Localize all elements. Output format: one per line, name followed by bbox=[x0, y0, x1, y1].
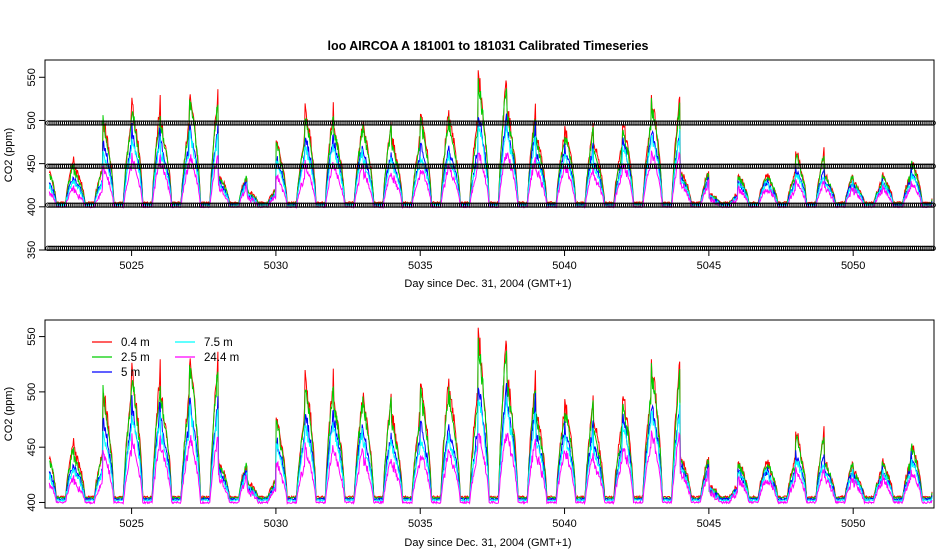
calibration-point bbox=[928, 245, 934, 251]
y-tick-label: 550 bbox=[26, 327, 38, 345]
series-line-5m bbox=[48, 382, 933, 502]
x-tick-label: 5035 bbox=[408, 260, 432, 272]
y-tick-label: 400 bbox=[26, 198, 38, 216]
x-axis-label-top: Day since Dec. 31, 2004 (GMT+1) bbox=[404, 278, 571, 290]
plot-area-bottom bbox=[48, 327, 933, 506]
y-axis-label-top: CO2 (ppm) bbox=[3, 128, 15, 182]
calibration-points bbox=[45, 120, 936, 251]
y-tick-label: 500 bbox=[26, 111, 38, 129]
legend-label: 5 m bbox=[121, 367, 140, 379]
x-tick-label: 5030 bbox=[264, 518, 288, 530]
panel-top: 5025 5030 5035 5040 5045 5050350400450500550 … bbox=[3, 59, 936, 290]
panel-bottom: 5025 5030 5035 5040 5045 5050 400 450 500 550 0.4… bbox=[3, 319, 935, 549]
calibration-point bbox=[930, 245, 936, 251]
series-line-244m bbox=[48, 430, 933, 506]
calibration-point bbox=[930, 163, 936, 169]
calibration-point bbox=[930, 202, 936, 208]
calibration-point bbox=[928, 163, 934, 169]
x-tick-label: 5035 bbox=[408, 518, 432, 530]
legend: 0.4 m 2.5 m 5 m 7.5 m 24.4 m bbox=[92, 337, 239, 379]
figure-title: loo AIRCOA A 181001 to 181031 Calibrated… bbox=[328, 39, 649, 53]
x-tick-label: 5045 bbox=[697, 518, 721, 530]
calibration-point bbox=[928, 120, 934, 126]
x-tick-label: 5045 bbox=[697, 260, 721, 272]
plot-frame-top bbox=[44, 59, 935, 251]
legend-label: 7.5 m bbox=[204, 337, 233, 349]
series-line-25m bbox=[48, 337, 933, 501]
legend-label: 2.5 m bbox=[121, 352, 150, 364]
x-tick-label: 5025 bbox=[119, 260, 143, 272]
calibration-point bbox=[930, 120, 936, 126]
x-tick-label: 5025 bbox=[119, 518, 143, 530]
x-axis-label-bottom: Day since Dec. 31, 2004 (GMT+1) bbox=[404, 537, 571, 549]
y-tick-label: 500 bbox=[26, 383, 38, 401]
y-tick-label: 350 bbox=[26, 241, 38, 259]
legend-label: 24.4 m bbox=[204, 352, 239, 364]
axes-top: 5025 5030 5035 5040 5045 5050 350 400 450 500 550 bbox=[26, 68, 865, 272]
y-axis-label-bottom: CO2 (ppm) bbox=[3, 387, 15, 441]
x-tick-label: 5050 bbox=[841, 518, 865, 530]
x-tick-label: 5030 bbox=[264, 260, 288, 272]
plot-area-top bbox=[45, 70, 936, 251]
y-tick-label: 450 bbox=[26, 154, 38, 172]
series-line-75m bbox=[48, 395, 933, 503]
calibration-point bbox=[928, 202, 934, 208]
y-tick-label: 550 bbox=[26, 68, 38, 86]
y-tick-label: 450 bbox=[26, 438, 38, 456]
legend-label: 0.4 m bbox=[121, 337, 150, 349]
x-tick-label: 5040 bbox=[552, 260, 576, 272]
axes-bottom: 5025 5030 5035 5040 5045 5050 400 450 500 550 bbox=[26, 327, 865, 530]
series-line-25m bbox=[48, 78, 933, 206]
x-tick-label: 5040 bbox=[552, 518, 576, 530]
x-tick-label: 5050 bbox=[841, 260, 865, 272]
series-line-5m bbox=[48, 113, 933, 207]
y-tick-label: 400 bbox=[26, 493, 38, 511]
